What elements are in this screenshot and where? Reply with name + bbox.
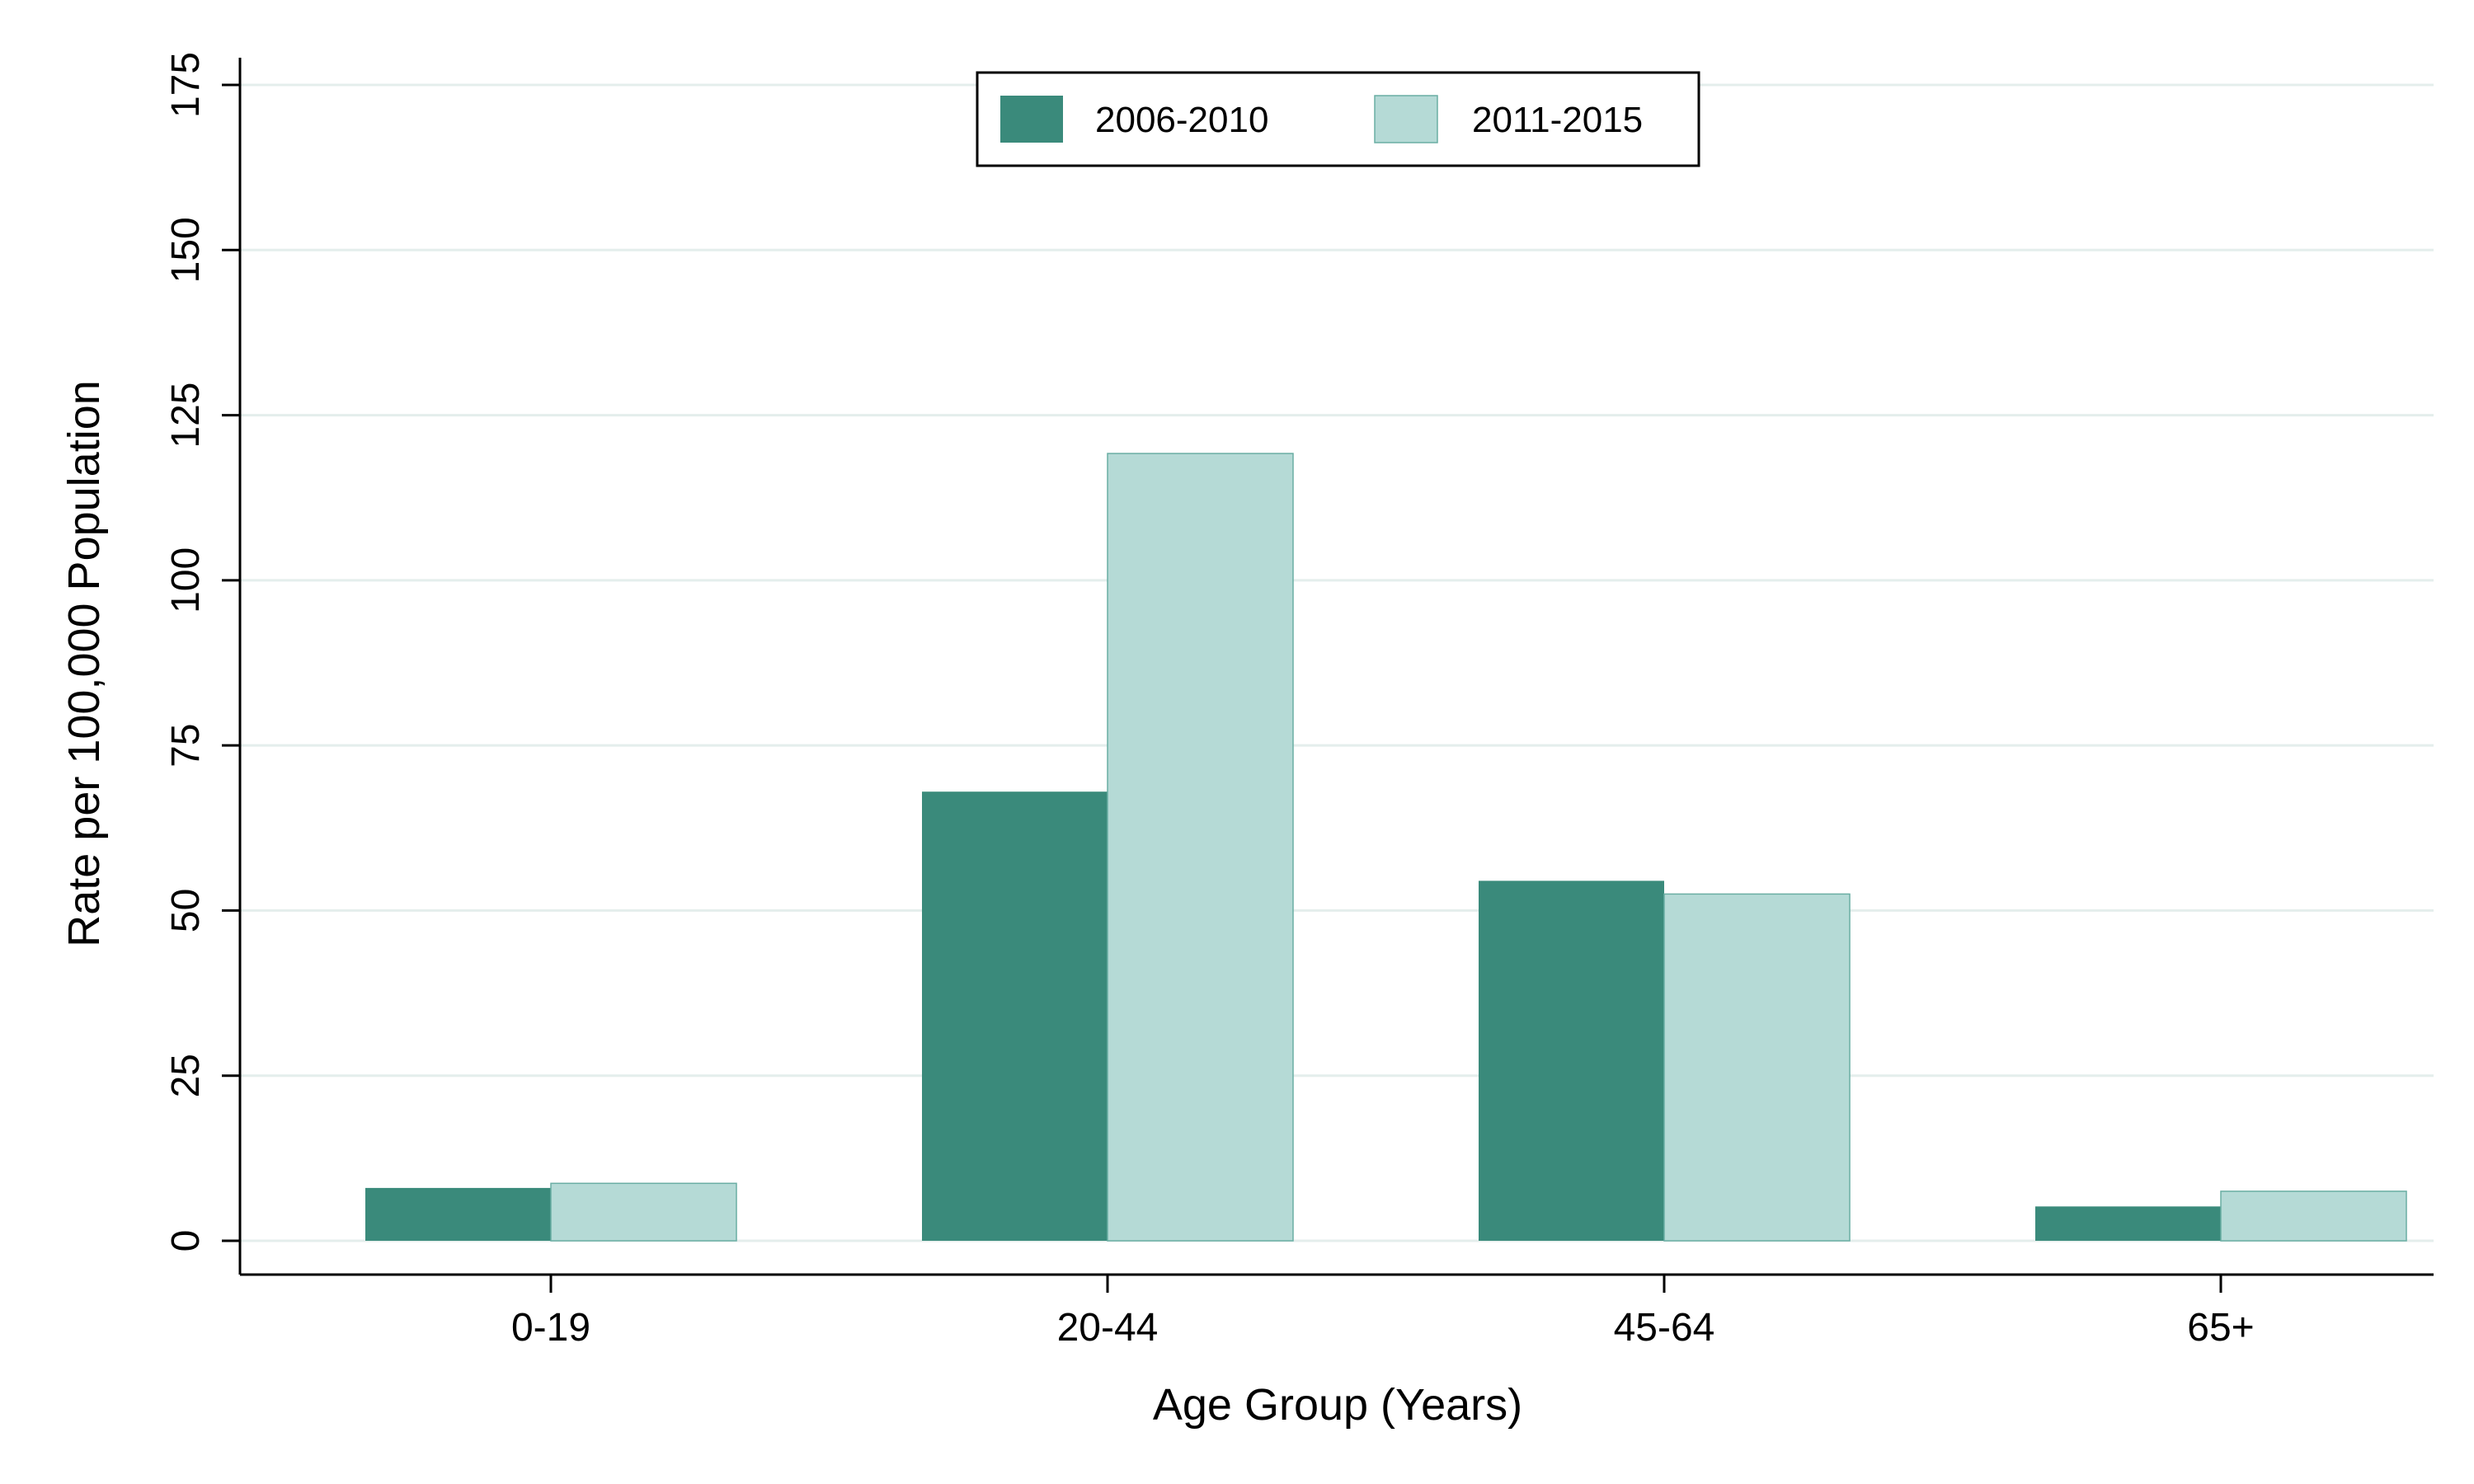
x-tick-label-65+: 65+ — [2187, 1306, 2254, 1350]
bar-2006-2010-45-64 — [1479, 881, 1664, 1241]
bar-2006-2010-65+ — [2035, 1206, 2221, 1241]
y-tick-label-0: 0 — [164, 1230, 208, 1252]
legend-box — [976, 71, 1700, 167]
bar-2011-2015-45-64 — [1663, 893, 1851, 1242]
y-tick-label-100: 100 — [164, 547, 208, 613]
bar-2011-2015-0-19 — [550, 1182, 737, 1242]
y-axis-ticks: 0 25 50 75 100 125 150 175 — [164, 52, 240, 1252]
x-tick-label-20-44: 20-44 — [1057, 1306, 1159, 1350]
x-tick-label-45-64: 45-64 — [1614, 1306, 1715, 1350]
y-tick-label-150: 150 — [164, 217, 208, 283]
y-tick-label-25: 25 — [164, 1054, 208, 1097]
y-tick-label-125: 125 — [164, 383, 208, 448]
y-axis-title: Rate per 100,000 Population — [59, 380, 109, 947]
legend-swatch-2006-2010 — [1000, 96, 1063, 143]
bar-2006-2010-20-44 — [922, 791, 1108, 1241]
bar-2006-2010-0-19 — [365, 1187, 551, 1241]
bar-2011-2015-20-44 — [1107, 453, 1294, 1242]
axes — [238, 58, 2434, 1276]
legend-label-2011-2015: 2011-2015 — [1472, 100, 1643, 140]
legend: 2006-2010 2011-2015 — [976, 71, 1700, 167]
bars-group — [365, 453, 2407, 1242]
y-tick-label-75: 75 — [164, 723, 208, 767]
legend-label-2006-2010: 2006-2010 — [1095, 100, 1268, 140]
x-axis-title: Age Group (Years) — [1153, 1380, 1522, 1430]
x-axis-ticks: 0-19 20-44 45-64 65+ — [511, 1275, 2255, 1350]
x-tick-label-0-19: 0-19 — [511, 1306, 590, 1350]
y-tick-label-50: 50 — [164, 889, 208, 932]
bar-2011-2015-65+ — [2220, 1190, 2407, 1242]
y-tick-label-175: 175 — [164, 52, 208, 118]
legend-swatch-2011-2015 — [1374, 95, 1438, 143]
